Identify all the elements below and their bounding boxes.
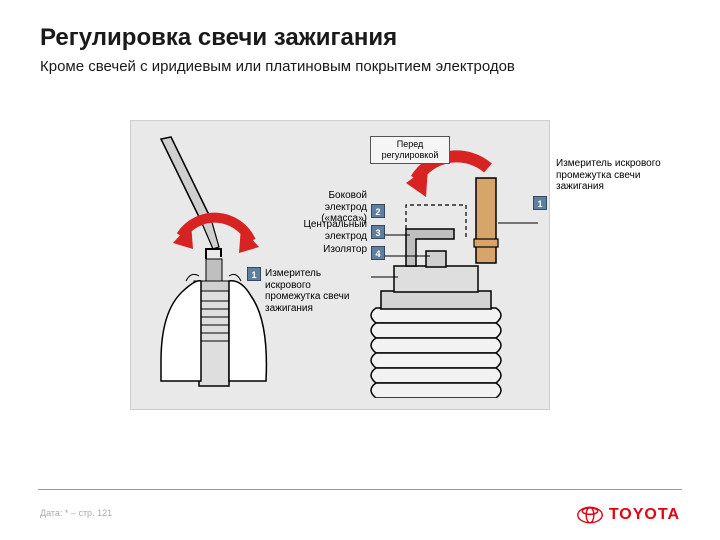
badge-2: 2 (371, 204, 385, 218)
brand-logo-icon (577, 506, 603, 524)
page-title: Регулировка свечи зажигания (40, 24, 397, 52)
label-center-electrode: Центральный электрод (293, 219, 367, 242)
footer-separator (38, 489, 682, 490)
label-gauge-left: Измеритель искрового промежутка свечи за… (265, 268, 355, 314)
diagram-panel (130, 120, 550, 410)
illustration-left (141, 131, 301, 391)
label-gauge-right: Измеритель искрового промежутка свечи за… (556, 158, 676, 193)
brand-text: TOYOTA (609, 506, 680, 524)
label-before-adjustment: Перед регулировкой (370, 136, 450, 164)
brand: TOYOTA (577, 506, 680, 524)
footer-text: Дата: * – стр. 121 (40, 508, 112, 518)
page-subtitle: Кроме свечей с иридиевым или платиновым … (40, 58, 515, 75)
label-insulator: Изолятор (293, 244, 367, 256)
badge-4: 4 (371, 246, 385, 260)
badge-3: 3 (371, 225, 385, 239)
badge-1-left: 1 (247, 267, 261, 281)
illustration-right (326, 143, 546, 398)
badge-1-right: 1 (533, 196, 547, 210)
